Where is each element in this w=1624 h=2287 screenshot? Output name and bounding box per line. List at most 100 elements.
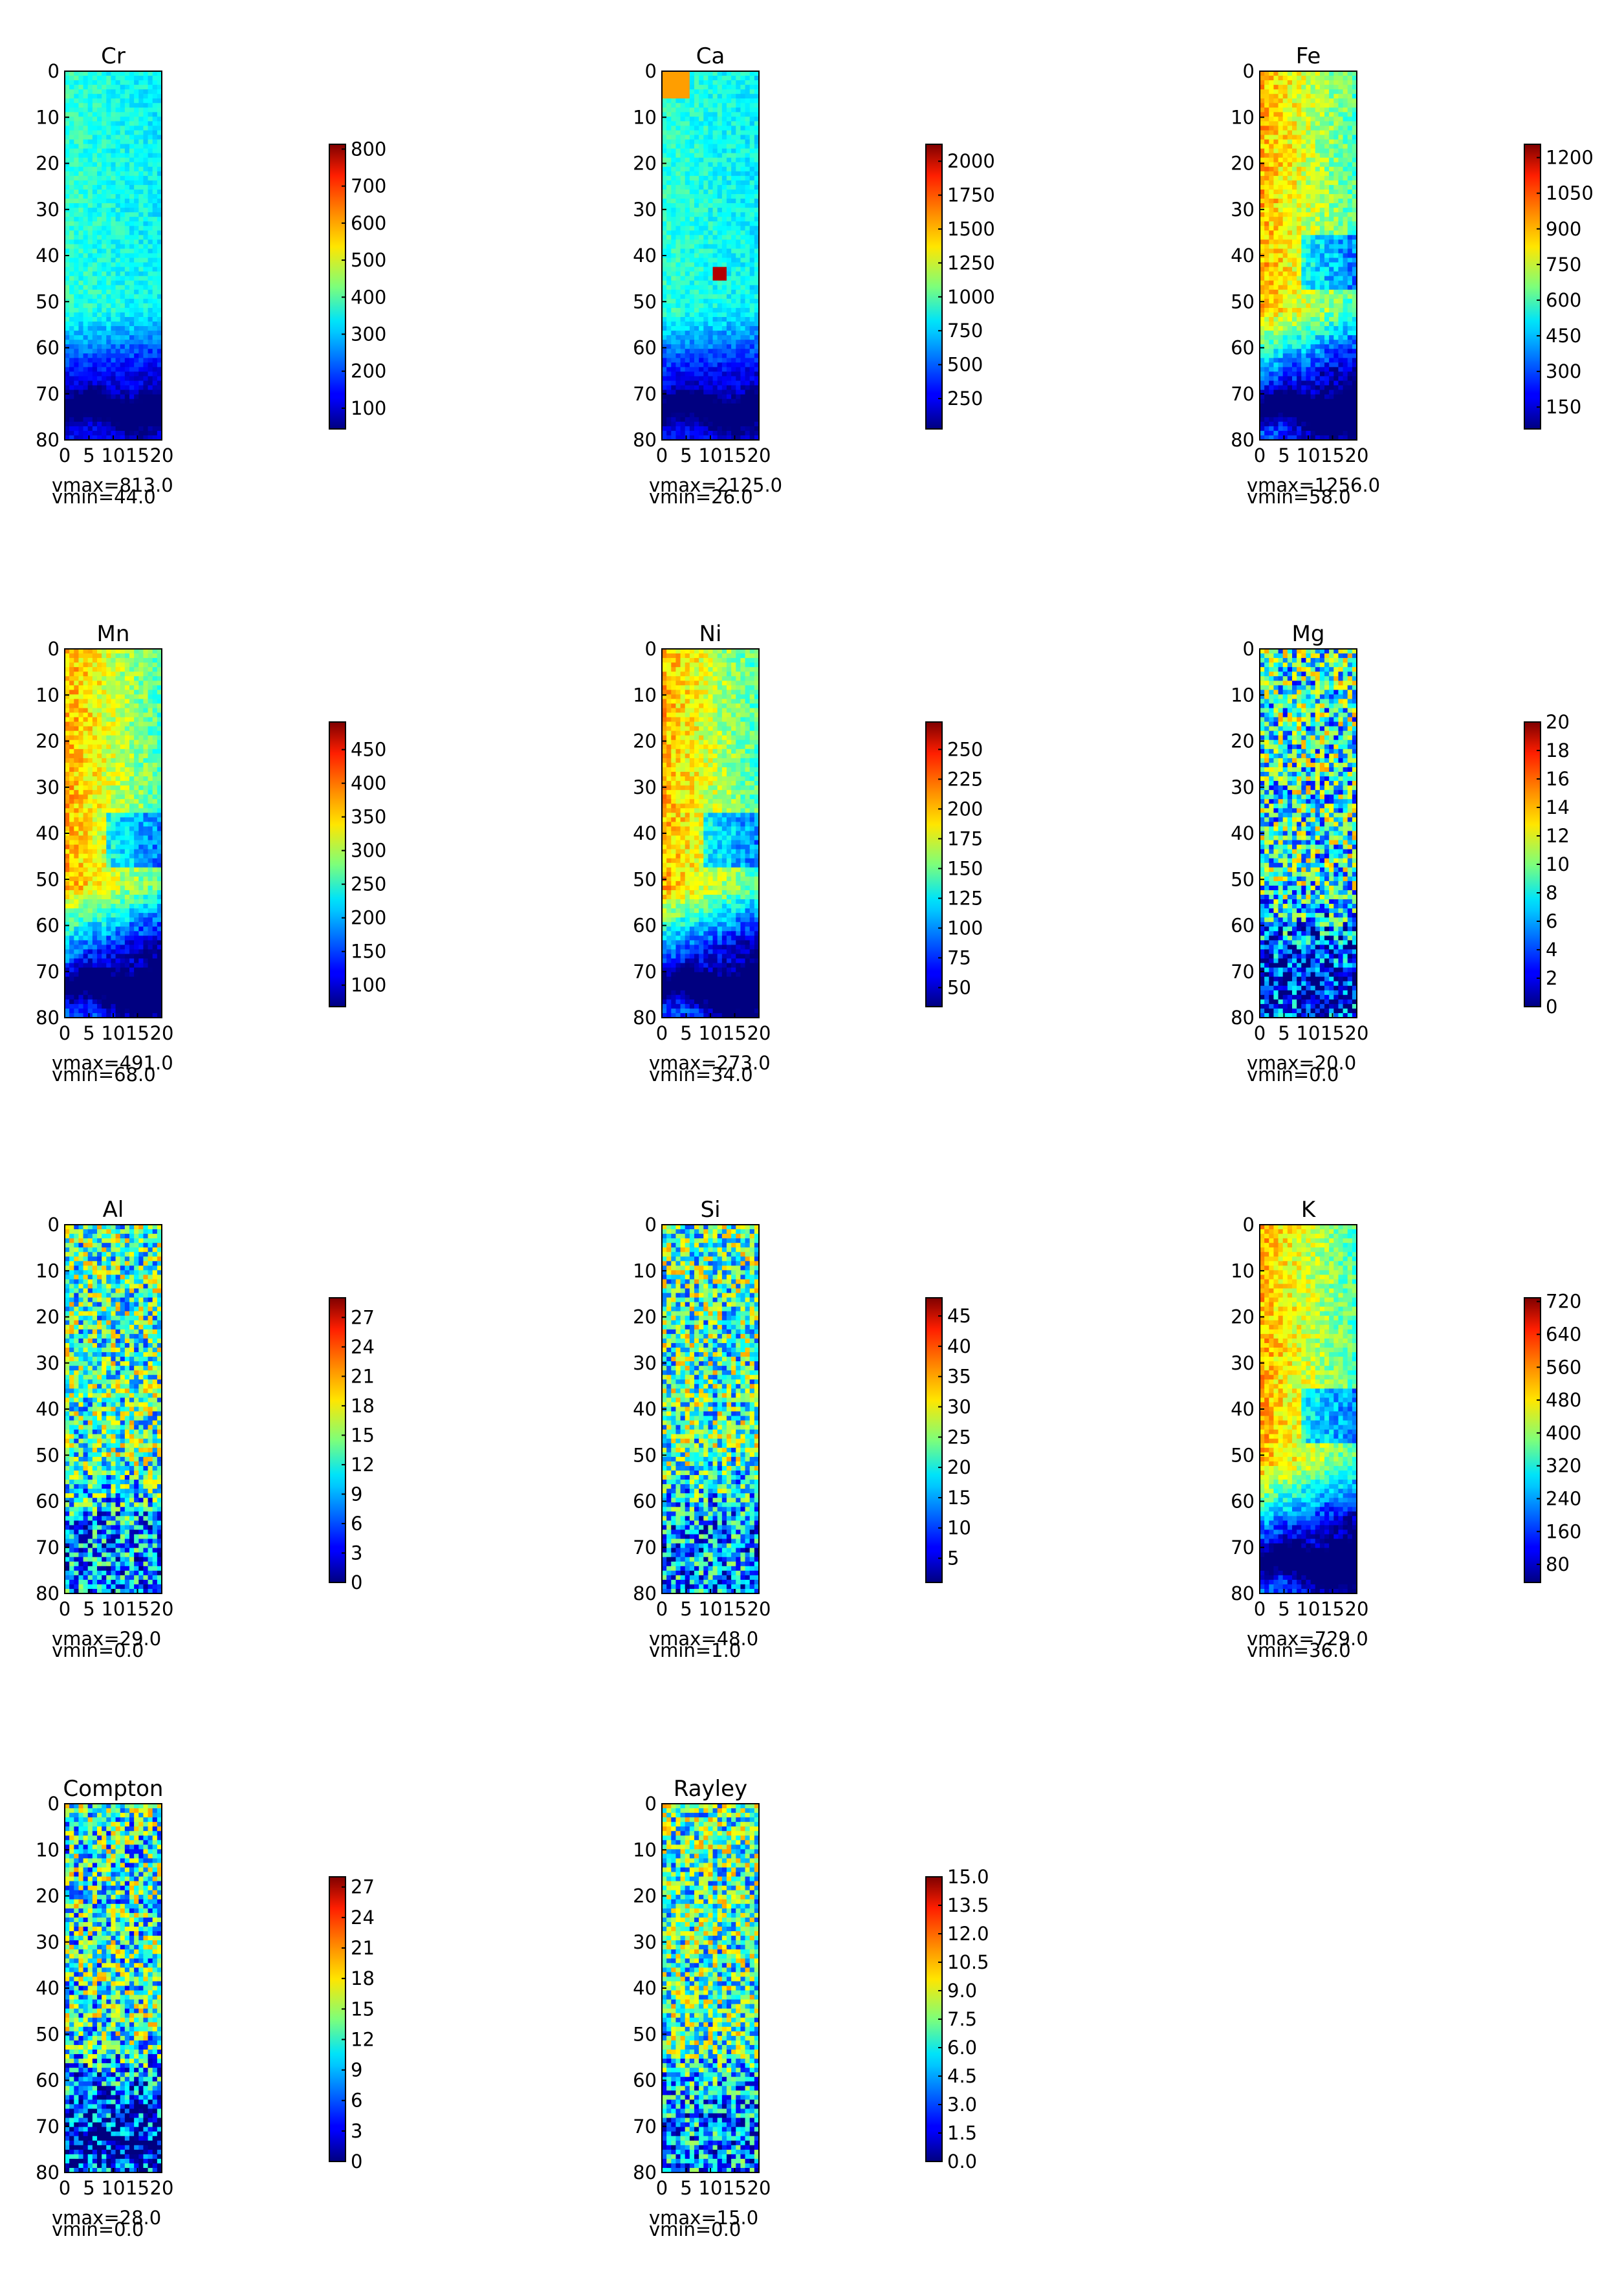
heatmap-cell xyxy=(83,340,89,345)
heatmap-cell xyxy=(703,180,709,186)
heatmap-cell xyxy=(754,340,760,345)
heatmap-cell xyxy=(1260,389,1265,395)
heatmap-cell xyxy=(731,226,736,231)
heatmap-cell xyxy=(69,239,74,245)
heatmap-cell xyxy=(124,248,130,254)
heatmap-cell xyxy=(138,389,144,395)
heatmap-cell xyxy=(69,89,74,94)
heatmap-cell xyxy=(1315,148,1321,154)
heatmap-cell xyxy=(675,349,681,354)
heatmap-cell xyxy=(148,335,153,340)
heatmap-cell xyxy=(717,285,723,290)
heatmap-cell xyxy=(708,335,714,340)
heatmap-cell xyxy=(83,307,89,313)
heatmap-cell xyxy=(92,203,98,208)
heatmap-cell xyxy=(1319,130,1325,136)
heatmap-cell xyxy=(1306,239,1311,245)
heatmap-cell xyxy=(157,344,162,349)
heatmap-cell xyxy=(689,121,695,127)
heatmap-cell xyxy=(148,285,153,290)
heatmap-cell xyxy=(1347,371,1353,377)
heatmap-cell xyxy=(120,335,126,340)
heatmap-cell xyxy=(1319,376,1325,382)
heatmap-cell xyxy=(717,153,723,159)
heatmap-cell xyxy=(680,189,686,195)
heatmap-cell xyxy=(74,285,80,290)
heatmap-cell xyxy=(1333,353,1339,358)
heatmap-cell xyxy=(129,235,135,240)
heatmap-cell xyxy=(1260,312,1265,318)
heatmap-cell xyxy=(749,103,755,108)
heatmap-cell xyxy=(736,389,741,395)
heatmap-cell xyxy=(749,312,755,318)
heatmap-cell xyxy=(1278,376,1284,382)
heatmap-cell xyxy=(111,175,116,181)
heatmap-cell xyxy=(671,235,677,240)
heatmap-cell xyxy=(699,89,704,94)
heatmap-cell xyxy=(699,294,704,300)
heatmap-cell xyxy=(662,385,667,391)
heatmap-cell xyxy=(1273,385,1279,391)
heatmap-cell xyxy=(675,303,681,309)
heatmap-cell xyxy=(111,253,116,259)
heatmap-cell xyxy=(703,403,709,409)
heatmap-cell xyxy=(1306,130,1311,136)
heatmap-cell xyxy=(69,298,74,304)
heatmap-cell xyxy=(148,98,153,104)
heatmap-cell xyxy=(731,235,736,240)
heatmap-cell xyxy=(120,262,126,268)
heatmap-cell xyxy=(740,412,746,418)
heatmap-cell xyxy=(1282,212,1288,217)
heatmap-cell xyxy=(134,435,139,441)
heatmap-cell xyxy=(1347,248,1353,254)
heatmap-cell xyxy=(685,335,690,340)
heatmap-cell xyxy=(138,307,144,313)
heatmap-cell xyxy=(1347,322,1353,327)
heatmap-cell xyxy=(694,312,699,318)
heatmap-cell xyxy=(1347,199,1353,204)
heatmap-cell xyxy=(675,71,681,76)
heatmap-cell xyxy=(1297,380,1302,386)
heatmap-cell xyxy=(111,280,116,286)
heatmap-cell xyxy=(1329,203,1334,208)
heatmap-cell xyxy=(143,103,149,108)
heatmap-cell xyxy=(708,217,714,222)
heatmap-cell xyxy=(1338,294,1344,300)
heatmap-cell xyxy=(87,362,93,368)
heatmap-cell xyxy=(65,139,70,145)
heatmap-cell xyxy=(65,267,70,272)
heatmap-cell xyxy=(721,426,727,432)
heatmap-cell xyxy=(69,362,74,368)
heatmap-cell xyxy=(1315,262,1321,268)
heatmap-cell xyxy=(1278,121,1284,127)
heatmap-cell xyxy=(134,153,139,159)
heatmap-cell xyxy=(69,212,74,217)
heatmap-cell xyxy=(721,298,727,304)
heatmap-cell xyxy=(685,180,690,186)
heatmap-cell xyxy=(143,349,149,354)
heatmap-cell xyxy=(157,385,162,391)
heatmap-cell xyxy=(675,307,681,313)
heatmap-cell xyxy=(87,180,93,186)
heatmap-cell xyxy=(143,121,149,127)
heatmap-cell xyxy=(152,103,158,108)
heatmap-cell xyxy=(111,199,116,204)
heatmap-cell xyxy=(120,389,126,395)
heatmap-cell xyxy=(675,148,681,154)
heatmap-cell xyxy=(148,130,153,136)
heatmap-cell xyxy=(727,89,732,94)
heatmap-cell xyxy=(1297,148,1302,154)
heatmap-cell xyxy=(138,89,144,94)
heatmap-cell xyxy=(1329,380,1334,386)
heatmap-cell xyxy=(662,103,667,108)
heatmap-cell xyxy=(106,408,112,413)
heatmap-cell xyxy=(148,362,153,368)
heatmap-cell xyxy=(745,171,751,177)
heatmap-cell xyxy=(74,408,80,413)
heatmap-cell xyxy=(717,403,723,409)
heatmap-cell xyxy=(1264,294,1269,300)
heatmap-cell xyxy=(1260,248,1265,254)
heatmap-cell xyxy=(703,184,709,190)
y-tick-label: 10 xyxy=(36,106,60,128)
heatmap-cell xyxy=(740,89,746,94)
